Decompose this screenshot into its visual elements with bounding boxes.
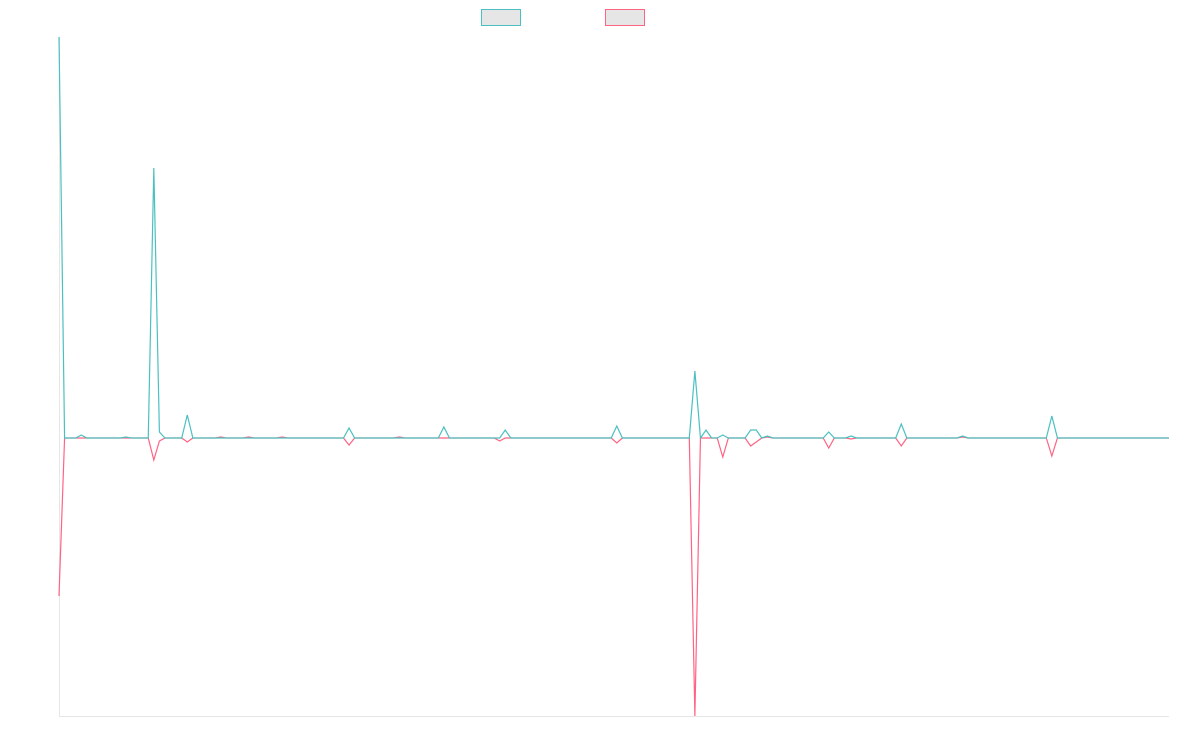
legend [481, 9, 645, 26]
plot-area [58, 36, 1169, 717]
legend-swatch[interactable] [605, 9, 645, 26]
series-line [58, 436, 1169, 717]
series-line [58, 36, 1169, 440]
legend-swatch[interactable] [481, 9, 521, 26]
